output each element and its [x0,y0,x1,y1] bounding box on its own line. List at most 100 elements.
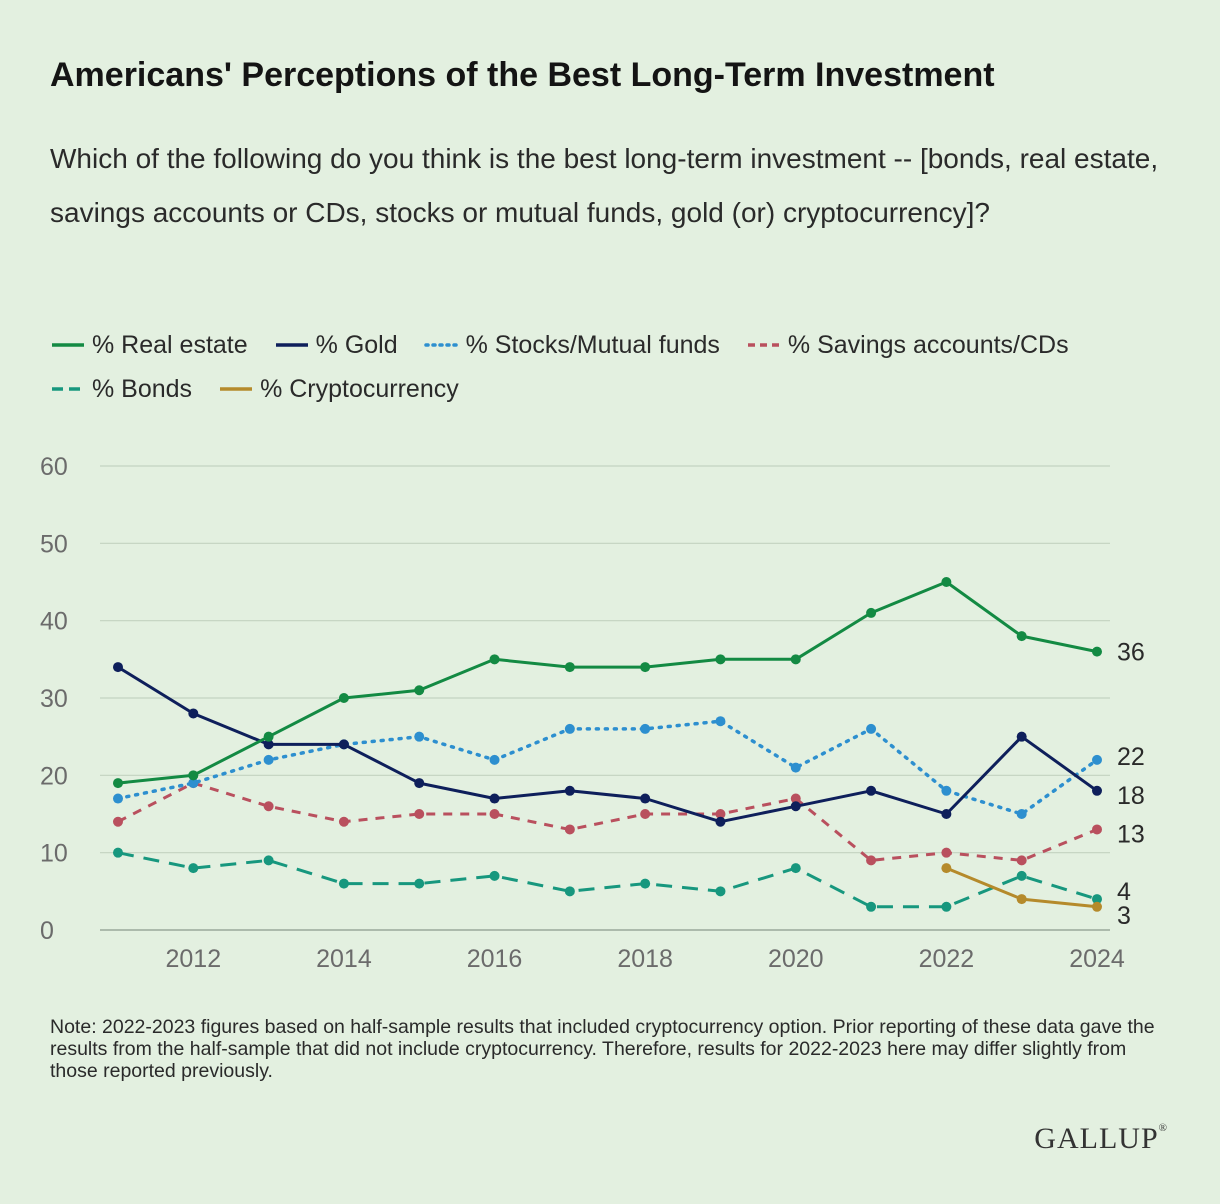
line-chart: 0 10 20 30 40 50 60 2012 2014 2016 2018 2020 2022 202… [40,453,1145,973]
x-tick-label: 2022 [919,945,975,973]
data-point [640,662,651,673]
legend-item: % Cryptocurrency [218,374,459,404]
data-point [564,824,575,835]
data-point [1092,754,1102,765]
data-point [113,816,123,827]
data-point [640,878,651,889]
chart-note: Note: 2022-2023 figures based on half-sa… [50,1016,1155,1082]
series-line [117,851,1098,909]
data-point [188,770,199,781]
y-tick-label: 40 [40,608,68,636]
legend-item: % Real estate [50,330,248,360]
data-point [564,662,575,673]
data-point [188,863,199,874]
data-point [790,654,801,665]
data-point [866,901,877,912]
legend-swatch [52,343,84,347]
data-point [790,801,801,812]
y-tick-label: 30 [40,685,68,713]
data-point [263,739,274,750]
data-point [263,731,274,742]
legend-item: % Savings accounts/CDs [746,330,1069,360]
data-point [338,693,349,703]
data-point [941,809,952,819]
end-value-label: 36 [1117,639,1145,667]
series-line [116,719,1099,816]
data-point [564,785,575,796]
legend-swatch [423,343,460,347]
legend-label: % Real estate [92,330,248,359]
data-point [414,731,425,742]
y-tick-label: 50 [40,530,68,558]
gallup-logo: GALLUP® [1034,1122,1168,1155]
x-tick-label: 2012 [165,945,221,973]
data-point [489,793,500,804]
data-point [866,723,877,734]
data-point [1092,901,1102,912]
y-tick-label: 20 [40,762,68,790]
legend-item: % Bonds [50,374,192,404]
legend-item: % Stocks/Mutual funds [423,330,720,360]
data-point [1016,894,1027,905]
chart-title: Americans' Perceptions of the Best Long-… [50,56,995,94]
data-point [941,847,952,858]
series-line [117,665,1098,824]
data-point [1016,855,1027,866]
legend-swatch [747,343,780,347]
data-point [1092,824,1102,835]
data-point [941,785,952,796]
data-point [1016,870,1027,881]
data-point [338,878,349,889]
legend-label: % Gold [315,330,398,359]
data-point [414,809,425,819]
data-point [1016,809,1027,819]
y-tick-label: 0 [40,917,54,945]
data-point [414,878,425,889]
series-line [117,781,1098,862]
gallup-logo-text: GALLUP [1034,1122,1159,1155]
data-point [715,654,726,665]
data-point [489,809,500,819]
data-point [640,809,651,819]
data-point [1016,731,1027,742]
data-point [113,847,123,858]
series-line [117,580,1098,785]
x-tick-label: 2014 [316,945,372,973]
x-tick-label: 2018 [617,945,673,973]
data-point [640,723,651,734]
data-point [263,801,274,812]
data-point [414,778,425,789]
data-point [1092,646,1102,657]
data-point [941,863,952,874]
end-value-label: 18 [1117,782,1145,810]
data-point [414,685,425,696]
x-tick-label: 2016 [467,945,523,973]
data-point [263,754,274,765]
data-point [941,901,952,912]
data-point [564,886,575,897]
legend-label: % Savings accounts/CDs [787,330,1069,359]
data-point [715,809,726,819]
legend-label: % Cryptocurrency [260,374,459,403]
data-point [790,762,801,773]
data-point [338,739,349,750]
legend-label: % Stocks/Mutual funds [465,330,720,359]
data-point [188,778,199,789]
data-point [113,662,123,673]
legend-swatch [52,387,84,391]
data-point [866,785,877,796]
data-point [866,855,877,866]
data-point [640,793,651,804]
data-point [113,778,123,789]
data-point [489,754,500,765]
x-tick-label: 2024 [1069,945,1125,973]
legend-swatch [275,343,308,347]
data-point [1016,631,1027,642]
data-point [338,816,349,827]
data-point [1092,785,1102,796]
y-tick-label: 60 [40,453,68,481]
end-value-label: 3 [1117,902,1131,930]
chart-subtitle: Which of the following do you think is t… [50,143,1159,228]
data-point [113,793,123,804]
data-point [715,886,726,897]
